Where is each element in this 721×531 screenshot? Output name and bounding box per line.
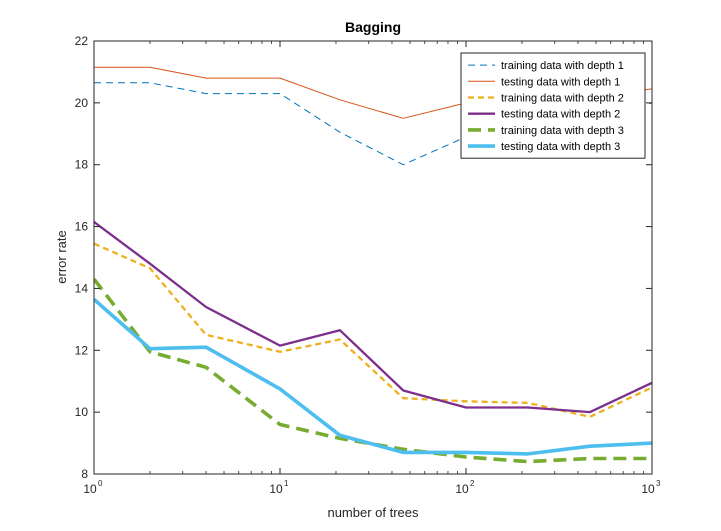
x-tick-label-base: 10	[641, 482, 655, 496]
chart-title: Bagging	[345, 19, 401, 35]
series-line-6	[94, 297, 652, 456]
y-tick-label: 20	[75, 96, 89, 110]
series-line-4	[94, 220, 652, 414]
x-axis-label: number of trees	[327, 505, 419, 520]
legend-entry-label: training data with depth 3	[501, 125, 624, 137]
x-tick-label-exponent: 3	[656, 479, 661, 488]
legend-entry-label: training data with depth 1	[501, 60, 624, 72]
legend: training data with depth 1 testing data w…	[460, 52, 646, 159]
x-tick-label-base: 10	[455, 482, 469, 496]
y-tick-label: 22	[75, 34, 89, 48]
x-tick-label-exponent: 2	[470, 479, 475, 488]
y-tick-label: 8	[81, 467, 88, 481]
legend-entry-label: testing data with depth 3	[501, 141, 620, 153]
legend-entry-label: testing data with depth 2	[501, 109, 620, 121]
legend-entry-label: testing data with depth 1	[501, 76, 620, 88]
x-tick-label-base: 10	[83, 482, 97, 496]
y-tick-label: 14	[75, 281, 89, 295]
plot-frame	[93, 40, 653, 475]
series-layer	[94, 66, 652, 464]
series-line-3	[94, 242, 652, 418]
x-tick-label-exponent: 0	[98, 479, 103, 488]
y-tick-label: 10	[75, 405, 89, 419]
y-axis-label: error rate	[54, 230, 69, 283]
y-tick-label: 16	[75, 220, 89, 234]
y-tick-label: 12	[75, 343, 89, 357]
legend-box	[460, 52, 646, 159]
x-tick-label-base: 10	[269, 482, 283, 496]
y-tick-label: 18	[75, 158, 89, 172]
series-line-5	[94, 278, 652, 464]
legend-entry-label: training data with depth 2	[501, 93, 624, 105]
x-tick-label-exponent: 1	[284, 479, 289, 488]
